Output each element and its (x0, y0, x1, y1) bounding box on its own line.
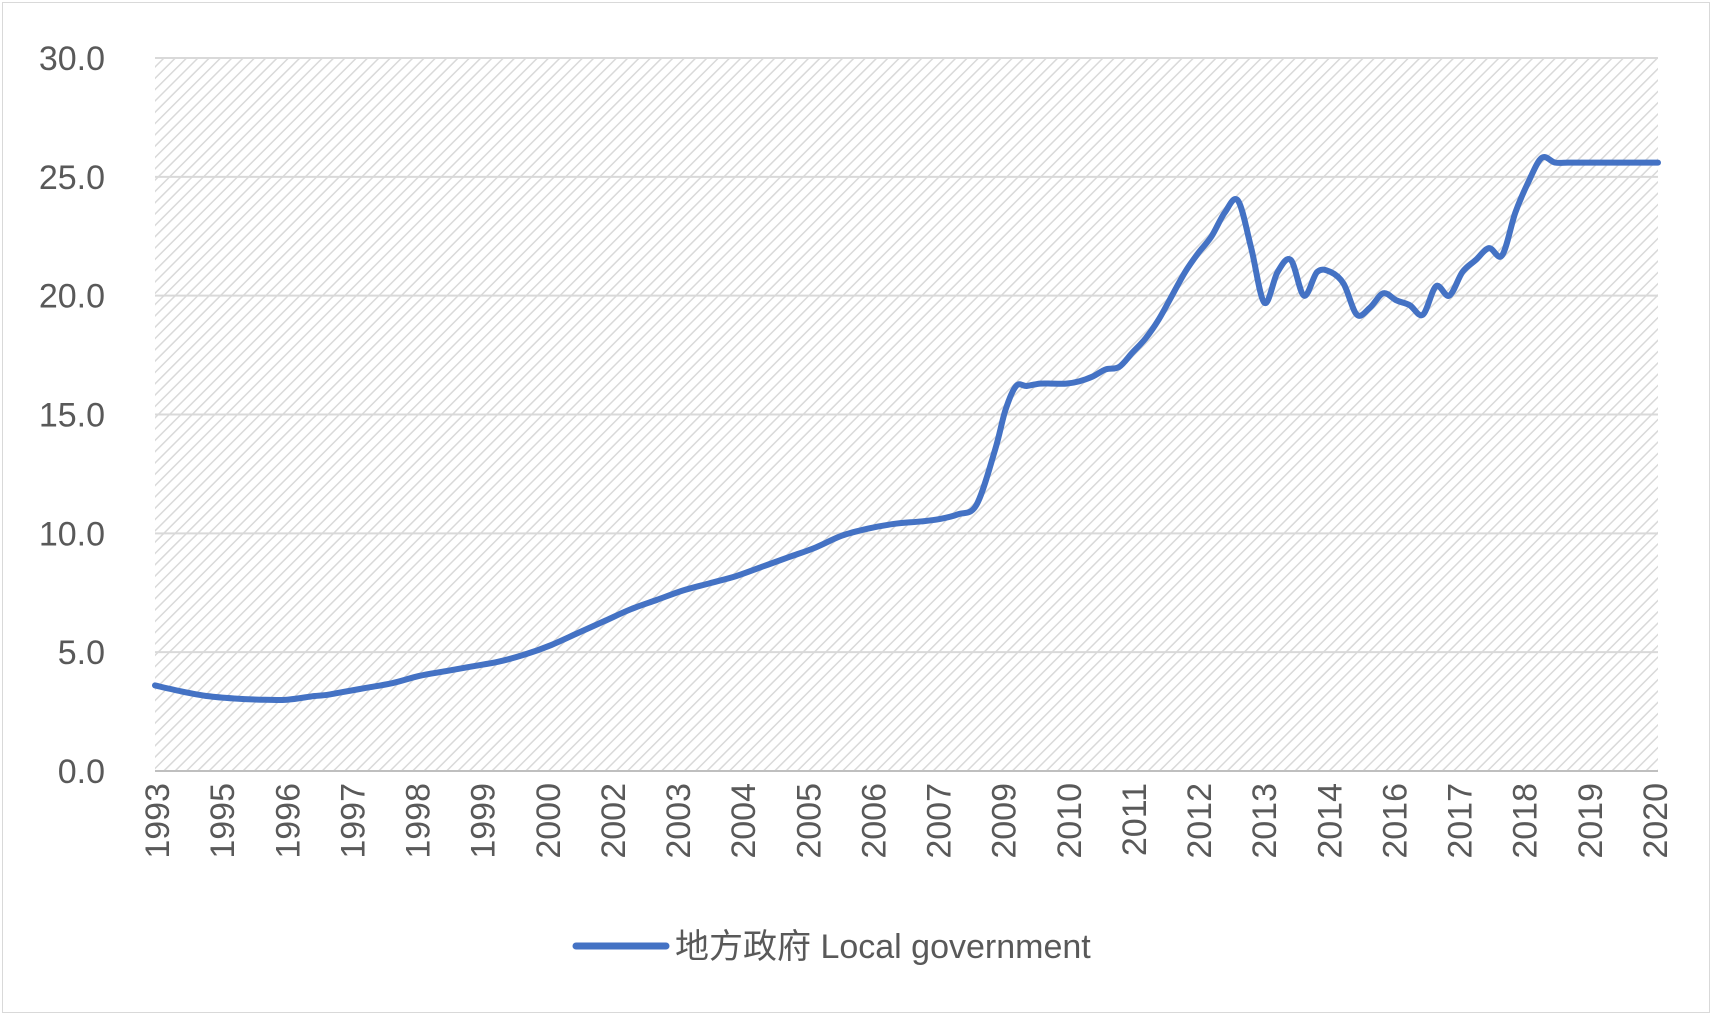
legend: 地方政府 Local government (572, 928, 1091, 966)
x-tick-label: 2003 (660, 783, 698, 859)
y-tick-label: 30.0 (39, 40, 105, 78)
x-tick-label: 2004 (725, 783, 763, 859)
x-tick-label: 2005 (790, 783, 828, 859)
x-tick-label: 2006 (855, 783, 893, 859)
x-tick-label: 1995 (204, 783, 242, 859)
y-axis: 0.0 5.0 10.0 15.0 20.0 25.0 30.0 (39, 40, 105, 791)
series-layer (152, 154, 1661, 704)
y-tick-label: 10.0 (39, 515, 105, 553)
x-tick-label: 2018 (1507, 783, 1545, 859)
series-line-local-government (152, 154, 1661, 704)
x-tick-label: 1997 (334, 783, 372, 859)
y-tick-label: 25.0 (39, 159, 105, 197)
x-tick-label: 2014 (1311, 783, 1349, 859)
x-tick-label: 2007 (921, 783, 959, 859)
x-tick-label: 2010 (1051, 783, 1089, 859)
x-axis: 1993 1995 1996 1997 1998 1999 2000 2002 2003 2004… (139, 783, 1675, 859)
x-tick-label: 2017 (1442, 783, 1480, 859)
x-tick-label: 2011 (1116, 783, 1154, 856)
legend-label-local-government: 地方政府 Local government (675, 928, 1091, 966)
x-tick-label: 2009 (986, 783, 1024, 859)
gridlines (155, 57, 1658, 772)
x-tick-label: 2019 (1572, 783, 1610, 859)
x-tick-label: 2012 (1181, 783, 1219, 859)
y-tick-label: 20.0 (39, 278, 105, 316)
line-chart: 0.05.010.015.020.025.030.0 1993 1995 1996 1… (39, 40, 1675, 966)
x-tick-label: 2016 (1376, 783, 1414, 859)
x-tick-label: 1999 (465, 783, 503, 859)
y-tick-label: 5.0 (58, 634, 105, 672)
x-tick-label: 2002 (595, 783, 633, 859)
y-tick-label: 0.0 (58, 753, 105, 791)
y-tick-label: 15.0 (39, 397, 105, 435)
x-tick-label: 1993 (139, 783, 177, 859)
x-tick-label: 2000 (530, 783, 568, 859)
x-tick-label: 1998 (400, 783, 438, 859)
x-tick-label: 2020 (1637, 783, 1675, 859)
x-tick-label: 2013 (1246, 783, 1284, 859)
x-tick-label: 1996 (269, 783, 307, 859)
